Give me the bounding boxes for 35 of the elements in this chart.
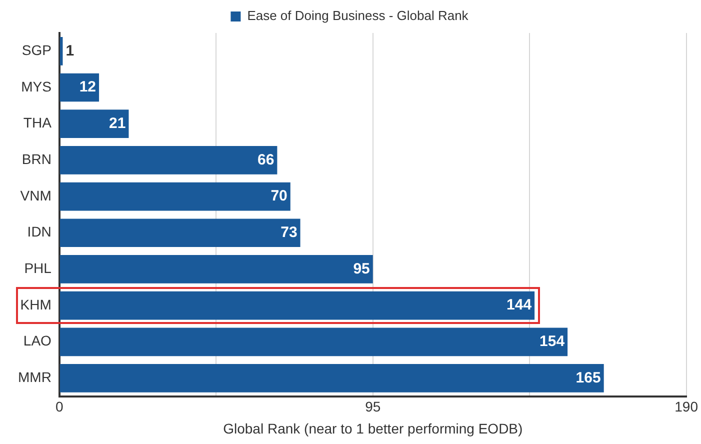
x-tick-label: 190	[674, 398, 698, 415]
y-tick-label: KHM	[20, 296, 52, 312]
data-label: 73	[280, 224, 298, 242]
bar	[60, 364, 604, 392]
data-label: 66	[258, 151, 274, 168]
data-label: 12	[79, 78, 96, 96]
legend-label: Ease of Doing Business - Global Rank	[247, 8, 469, 24]
data-label: 144	[506, 296, 532, 314]
bar	[60, 328, 568, 356]
bar	[60, 37, 63, 66]
x-axis-title: Global Rank (near to 1 better performing EODB)	[223, 420, 523, 436]
bar	[60, 73, 100, 102]
y-tick-label: SGP	[22, 42, 52, 58]
bar	[60, 255, 373, 284]
y-tick-label: IDN	[27, 224, 52, 240]
data-label: 165	[576, 369, 601, 386]
bar	[60, 110, 129, 138]
bar	[60, 146, 278, 174]
bar	[60, 291, 535, 320]
y-tick-label: BRN	[22, 151, 52, 168]
bar	[60, 218, 300, 248]
y-tick-label: THA	[23, 114, 52, 131]
y-tick-label: LAO	[23, 332, 52, 349]
y-tick-label: VNM	[20, 187, 52, 204]
data-label: 1	[66, 42, 74, 60]
x-tick-label: 95	[365, 398, 381, 415]
bar	[60, 182, 290, 211]
data-label: 154	[540, 333, 566, 350]
y-tick-label: MYS	[21, 78, 52, 94]
data-label: 21	[109, 114, 126, 132]
x-tick-label: 0	[56, 398, 64, 415]
y-tick-label: MMR	[18, 369, 52, 386]
data-label: 70	[270, 188, 288, 205]
data-label: 95	[353, 260, 370, 278]
y-tick-label: PHL	[24, 260, 52, 276]
